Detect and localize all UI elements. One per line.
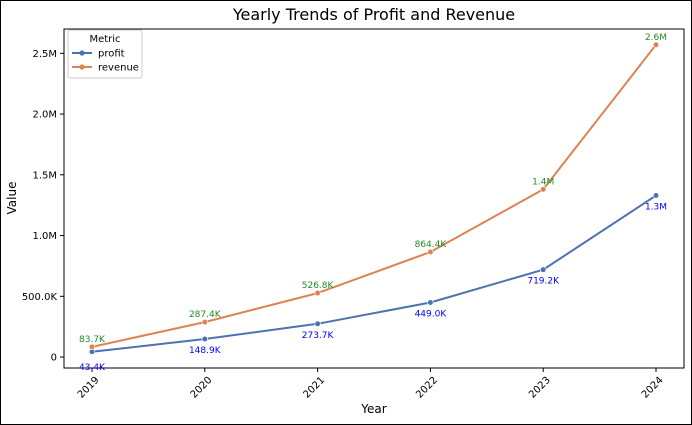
x-tick-label: 2019 <box>76 375 102 401</box>
data-label: 43.4K <box>79 363 106 373</box>
data-label: 148.9K <box>189 346 222 356</box>
data-point <box>427 248 434 256</box>
x-axis-label: Year <box>360 402 386 416</box>
data-label: 449.0K <box>415 310 448 320</box>
series-revenue: 83.7K 287.4K 526.8K 864.4K 1.4M 2.6M <box>79 33 667 350</box>
y-tick-label: 0 <box>51 353 57 364</box>
legend-title: Metric <box>89 34 120 45</box>
y-axis: 0 500.0K 1.0M 1.5M 2.0M 2.5M <box>22 49 64 364</box>
data-label: 83.7K <box>79 335 106 345</box>
data-point <box>427 299 434 306</box>
legend-label: revenue <box>98 63 139 74</box>
data-label: 2.6M <box>645 33 667 43</box>
x-tick-label: 2021 <box>301 375 327 401</box>
legend-item-profit: profit <box>72 49 125 60</box>
x-tick-label: 2020 <box>189 375 215 401</box>
legend: Metric profit revenue <box>67 29 143 79</box>
x-tick-label: 2023 <box>527 375 553 401</box>
legend-marker <box>79 64 85 70</box>
x-tick-label: 2022 <box>414 375 440 401</box>
legend-label: profit <box>98 49 125 60</box>
y-tick-label: 2.5M <box>32 49 57 60</box>
y-tick-label: 1.0M <box>32 231 57 242</box>
series-line <box>91 44 657 348</box>
data-point <box>201 319 208 326</box>
x-tick-label: 2024 <box>640 375 666 401</box>
legend-marker <box>79 50 85 56</box>
data-point <box>314 320 321 327</box>
series-profit: 43.4K 148.9K 273.7K 449.0K 719.2K 1.3M <box>79 192 667 373</box>
data-point <box>540 186 547 193</box>
y-tick-label: 1.5M <box>32 170 57 181</box>
data-label: 719.2K <box>527 277 560 287</box>
data-point <box>314 289 321 297</box>
chart-title: Yearly Trends of Profit and Revenue <box>232 5 515 24</box>
data-label: 1.4M <box>532 177 554 187</box>
data-point <box>652 41 660 48</box>
plot-area <box>63 28 685 369</box>
y-axis-label: Value <box>5 182 19 215</box>
data-point <box>540 266 547 273</box>
y-tick-label: 2.0M <box>32 110 57 121</box>
series-line <box>91 194 657 353</box>
data-label: 273.7K <box>302 331 335 341</box>
data-label: 864.4K <box>415 240 448 250</box>
data-point <box>652 192 660 199</box>
legend-item-revenue: revenue <box>72 63 139 74</box>
x-axis: 2019 2020 2021 2022 2023 2024 <box>76 368 666 401</box>
data-label: 287.4K <box>189 310 222 320</box>
data-point <box>88 343 96 350</box>
data-label: 1.3M <box>645 202 667 212</box>
data-label: 526.8K <box>302 281 335 291</box>
y-tick-label: 500.0K <box>22 292 58 303</box>
data-point <box>201 335 208 343</box>
series-layer: 43.4K 148.9K 273.7K 449.0K 719.2K 1.3M 83.7K 28… <box>79 33 667 373</box>
